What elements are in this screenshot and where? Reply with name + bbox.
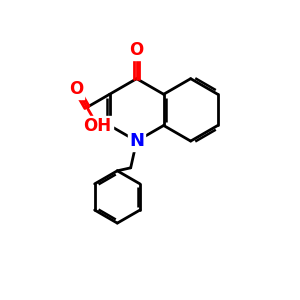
Text: O: O — [130, 41, 144, 59]
Text: N: N — [129, 132, 144, 150]
Text: O: O — [69, 80, 83, 98]
Text: OH: OH — [84, 117, 112, 135]
